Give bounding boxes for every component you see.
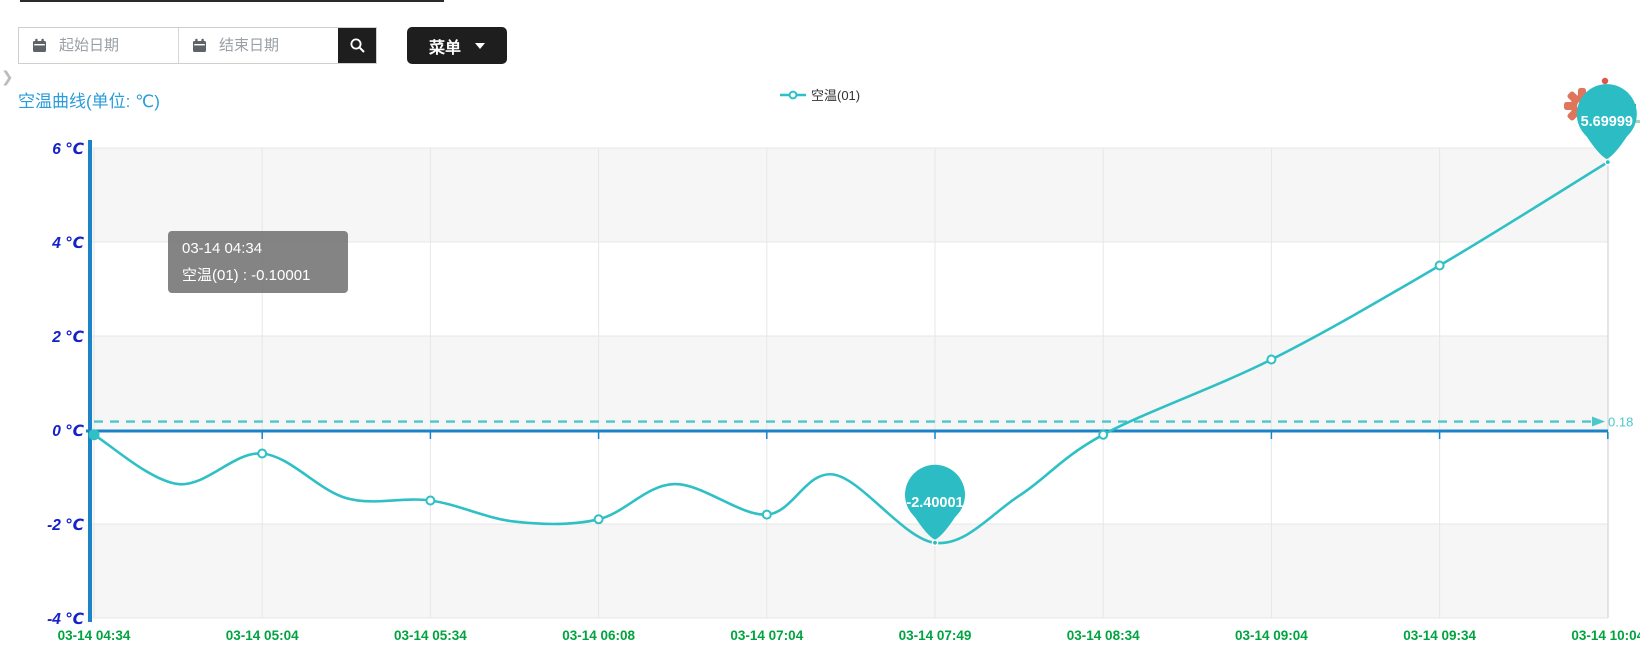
mark-line-arrow	[1592, 416, 1605, 427]
caret-down-icon	[475, 42, 485, 49]
data-point-marker[interactable]	[761, 509, 772, 520]
menu-button-label: 菜单	[428, 39, 461, 57]
legend-item[interactable]: 空温(01)	[780, 85, 860, 104]
x-axis-label: 03-14 07:49	[899, 628, 972, 643]
plot-band	[90, 148, 1608, 242]
calendar-icon	[193, 38, 206, 52]
sidebar-expand-chevron-icon[interactable]: ❯	[1, 69, 14, 86]
tooltip-value: 空温(01) : -0.10001	[182, 267, 311, 284]
pin-tip-point	[1604, 158, 1612, 166]
data-point-marker[interactable]	[425, 495, 436, 506]
calendar-icon	[33, 38, 46, 52]
x-axis-label: 03-14 09:34	[1403, 628, 1476, 643]
y-axis-label: -2 ℃	[47, 517, 84, 534]
x-axis-label: 03-14 10:04	[1571, 628, 1640, 643]
data-point-marker[interactable]	[1266, 354, 1277, 365]
tooltip-title: 03-14 04:34	[182, 240, 263, 257]
mark-line-label: 0.18	[1608, 415, 1633, 430]
x-axis-label: 03-14 04:34	[58, 628, 131, 643]
end-date-field[interactable]	[178, 28, 338, 63]
plot-band	[90, 336, 1608, 430]
menu-button[interactable]: 菜单	[407, 27, 507, 64]
x-axis-label: 03-14 09:04	[1235, 628, 1308, 643]
toolbar: 菜单	[18, 27, 507, 64]
legend-label: 空温(01)	[811, 88, 861, 103]
end-date-input[interactable]	[217, 36, 326, 55]
legend-marker-icon	[780, 90, 806, 99]
x-axis-label: 03-14 06:08	[562, 628, 635, 643]
pin-label: -2.40001	[906, 495, 963, 511]
data-point-marker[interactable]	[593, 514, 604, 525]
pin-tip-point	[931, 539, 939, 547]
data-point-marker[interactable]	[257, 448, 268, 459]
max-value-pin[interactable]: 5.69999	[1576, 84, 1637, 166]
plot-band	[90, 430, 1608, 524]
x-axis-label: 03-14 07:04	[730, 628, 803, 643]
plot-band	[90, 524, 1608, 618]
y-axis-label: -4 ℃	[47, 611, 84, 628]
red-dot	[1601, 77, 1609, 85]
pin-label: 5.69999	[1581, 114, 1633, 130]
search-button[interactable]	[338, 28, 376, 63]
date-range-group	[18, 27, 377, 64]
y-axis-label: 6 ℃	[52, 141, 84, 158]
x-axis-label: 03-14 05:04	[226, 628, 299, 643]
min-value-pin[interactable]: -2.40001	[905, 464, 965, 547]
x-axis-label: 03-14 08:34	[1067, 628, 1140, 643]
top-divider-line	[20, 0, 444, 2]
start-date-field[interactable]	[19, 28, 178, 63]
data-point-marker[interactable]	[1434, 260, 1445, 271]
x-axis-label: 03-14 05:34	[394, 628, 467, 643]
start-date-input[interactable]	[57, 36, 166, 55]
search-icon	[350, 38, 365, 53]
data-point-marker[interactable]	[1098, 429, 1109, 440]
data-point-marker-hovered[interactable]	[88, 429, 100, 441]
y-axis-label: 0 ℃	[52, 423, 84, 440]
y-axis-label: 4 ℃	[51, 235, 84, 252]
chart-title: 空温曲线(单位: ℃)	[18, 92, 160, 111]
chart-tooltip: 03-14 04:34 空温(01) : -0.10001	[168, 231, 348, 293]
y-axis-label: 2 ℃	[51, 329, 84, 346]
